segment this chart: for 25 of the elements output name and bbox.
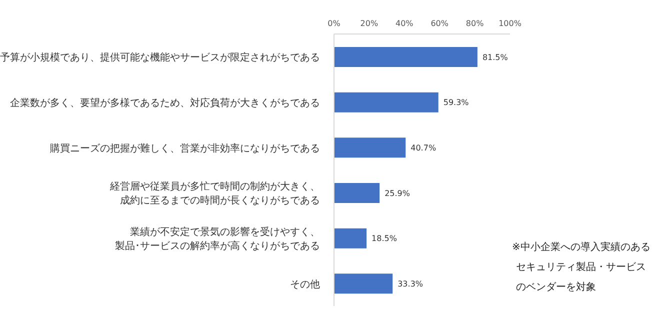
bar bbox=[334, 47, 478, 67]
y-tick-label: その他 bbox=[290, 278, 320, 290]
text: ※中小企業への導入実績のあるセキュリティ製品・サービスのベンダーを対象 bbox=[512, 240, 652, 295]
bar bbox=[334, 274, 393, 294]
bar bbox=[334, 228, 367, 248]
x-tick-label: 80% bbox=[466, 19, 484, 28]
data-label: 25.9% bbox=[384, 188, 410, 198]
data-label: 81.5% bbox=[482, 52, 508, 62]
x-tick-label: 40% bbox=[396, 19, 414, 28]
data-label: 33.3% bbox=[398, 280, 424, 289]
y-tick-label: 経営層や従業員が多忙で時間の制約が大きく、成約に至るまでの時間が長くなりがちである bbox=[109, 180, 320, 207]
y-tick-label: 企業数が多く、要望が多様であるため、対応負荷が大きくがちである bbox=[10, 97, 320, 109]
y-tick-label: 業績が不安定で景気の影響を受けやすく、製品･サービスの解約率が高くなりがちである bbox=[115, 226, 320, 252]
x-tick-label: 0% bbox=[328, 19, 341, 28]
data-label: 59.3% bbox=[443, 98, 470, 108]
y-tick-label: 購買ニーズの把握が難しく、営業が非効率になりがちである bbox=[50, 142, 320, 154]
bar bbox=[334, 138, 406, 158]
data-label: 40.7% bbox=[410, 144, 436, 153]
x-tick-label: 60% bbox=[430, 19, 449, 28]
x-tick-label: 100% bbox=[498, 19, 522, 28]
bar bbox=[334, 92, 438, 112]
data-label: 18.5% bbox=[372, 234, 398, 244]
bar bbox=[334, 183, 380, 203]
y-tick-label: 予算が小規模であり、提供可能な機能やサービスが限定されがちである bbox=[0, 52, 320, 64]
x-tick-label: 20% bbox=[360, 19, 378, 28]
